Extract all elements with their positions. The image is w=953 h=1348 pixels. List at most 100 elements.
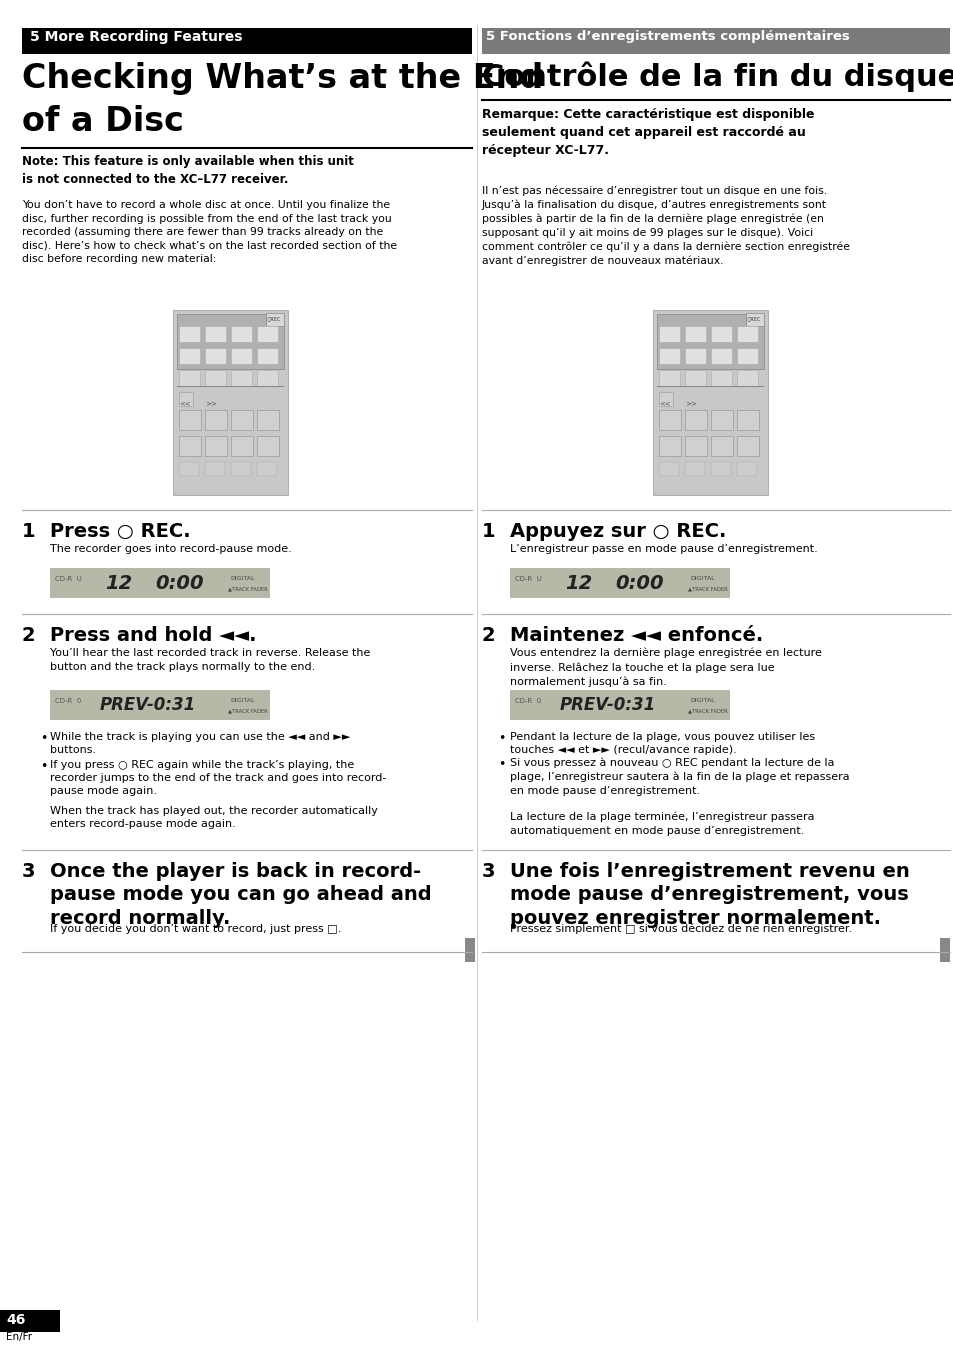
Bar bbox=[256, 348, 277, 364]
Bar bbox=[179, 392, 193, 406]
Text: ▲TRACK FADER: ▲TRACK FADER bbox=[228, 586, 268, 590]
Text: Une fois l’enregistrement revenu en
mode pause d’enregistrement, vous
pouvez enr: Une fois l’enregistrement revenu en mode… bbox=[510, 861, 909, 927]
Text: 0:00: 0:00 bbox=[615, 574, 663, 593]
Text: CD-R  U: CD-R U bbox=[515, 576, 541, 582]
Text: If you press ○ REC again while the track’s playing, the
recorder jumps to the en: If you press ○ REC again while the track… bbox=[50, 760, 386, 797]
Bar bbox=[510, 690, 729, 720]
Bar bbox=[710, 326, 731, 342]
Text: While the track is playing you can use the ◄◄ and ►►
buttons.: While the track is playing you can use t… bbox=[50, 732, 350, 755]
Bar bbox=[659, 348, 679, 364]
Text: Il n’est pas nécessaire d’enregistrer tout un disque en une fois.
Jusqu’à la fin: Il n’est pas nécessaire d’enregistrer to… bbox=[481, 185, 849, 267]
Bar bbox=[684, 410, 706, 430]
Text: Si vous pressez à nouveau ○ REC pendant la lecture de la
plage, l’enregistreur s: Si vous pressez à nouveau ○ REC pendant … bbox=[510, 758, 849, 795]
Bar bbox=[205, 410, 227, 430]
Bar bbox=[481, 28, 949, 54]
Bar bbox=[172, 310, 288, 495]
Bar bbox=[464, 938, 475, 962]
Text: L’enregistreur passe en mode pause d’enregistrement.: L’enregistreur passe en mode pause d’enr… bbox=[510, 545, 817, 554]
Text: •: • bbox=[497, 732, 505, 745]
Bar bbox=[177, 314, 284, 369]
Bar bbox=[737, 348, 758, 364]
Text: DIGITAL: DIGITAL bbox=[689, 576, 714, 581]
Text: 12: 12 bbox=[105, 574, 132, 593]
Bar bbox=[657, 314, 763, 369]
Text: PREV-0:31: PREV-0:31 bbox=[100, 696, 196, 714]
Bar bbox=[231, 348, 252, 364]
Text: 5 Fonctions d’enregistrements complémentaires: 5 Fonctions d’enregistrements complément… bbox=[485, 30, 849, 43]
Bar bbox=[231, 369, 252, 386]
Text: ○REC: ○REC bbox=[746, 317, 760, 322]
Text: Contrôle de la fin du disque: Contrôle de la fin du disque bbox=[481, 62, 953, 93]
Bar bbox=[179, 348, 200, 364]
Text: Note: This feature is only available when this unit
is not connected to the XC–L: Note: This feature is only available whe… bbox=[22, 155, 354, 186]
Text: >>: >> bbox=[205, 400, 216, 406]
Text: DIGITAL: DIGITAL bbox=[230, 698, 254, 704]
Text: <<: << bbox=[179, 400, 191, 406]
Text: When the track has played out, the recorder automatically
enters record-pause mo: When the track has played out, the recor… bbox=[50, 806, 377, 829]
Text: The recorder goes into record-pause mode.: The recorder goes into record-pause mode… bbox=[50, 545, 292, 554]
Bar bbox=[0, 1310, 60, 1332]
Bar bbox=[231, 326, 252, 342]
Bar bbox=[737, 410, 759, 430]
Text: ○REC: ○REC bbox=[267, 317, 281, 322]
Bar bbox=[659, 326, 679, 342]
Bar bbox=[266, 313, 284, 326]
Text: of a Disc: of a Disc bbox=[22, 105, 184, 137]
Bar bbox=[179, 462, 199, 476]
Text: Maintenez ◄◄ enfoncé.: Maintenez ◄◄ enfoncé. bbox=[510, 625, 762, 644]
Bar bbox=[256, 462, 276, 476]
Text: CD-R  0: CD-R 0 bbox=[515, 698, 540, 704]
Text: Press ○ REC.: Press ○ REC. bbox=[50, 522, 191, 541]
Bar bbox=[231, 410, 253, 430]
Bar bbox=[652, 310, 767, 495]
Text: Pressez simplement □ si vous décidez de ne rien enregistrer.: Pressez simplement □ si vous décidez de … bbox=[510, 923, 851, 934]
Bar bbox=[256, 326, 277, 342]
Text: CD-R  0: CD-R 0 bbox=[55, 698, 81, 704]
Bar bbox=[179, 435, 201, 456]
Text: •: • bbox=[497, 758, 505, 771]
Text: 3: 3 bbox=[481, 861, 495, 882]
Text: 2: 2 bbox=[22, 625, 35, 644]
Text: ▲TRACK FADER: ▲TRACK FADER bbox=[228, 708, 268, 713]
Text: 5 More Recording Features: 5 More Recording Features bbox=[30, 30, 242, 44]
Bar bbox=[50, 690, 270, 720]
Text: Remarque: Cette caractéristique est disponible
seulement quand cet appareil est : Remarque: Cette caractéristique est disp… bbox=[481, 108, 814, 156]
Bar bbox=[205, 462, 225, 476]
Text: >>: >> bbox=[684, 400, 696, 406]
Bar bbox=[179, 410, 201, 430]
Bar bbox=[684, 369, 705, 386]
Bar bbox=[710, 348, 731, 364]
Text: If you decide you don’t want to record, just press □.: If you decide you don’t want to record, … bbox=[50, 923, 341, 934]
Text: En/Fr: En/Fr bbox=[6, 1332, 32, 1343]
Bar bbox=[737, 326, 758, 342]
Bar bbox=[205, 326, 226, 342]
Bar bbox=[737, 462, 757, 476]
Text: 0:00: 0:00 bbox=[154, 574, 203, 593]
Text: Appuyez sur ○ REC.: Appuyez sur ○ REC. bbox=[510, 522, 725, 541]
Bar bbox=[22, 28, 472, 54]
Bar bbox=[684, 326, 705, 342]
Text: 1: 1 bbox=[22, 522, 35, 541]
Bar bbox=[684, 462, 704, 476]
Text: •: • bbox=[40, 760, 48, 772]
Bar bbox=[737, 369, 758, 386]
Text: PREV-0:31: PREV-0:31 bbox=[559, 696, 656, 714]
Text: DIGITAL: DIGITAL bbox=[230, 576, 254, 581]
Bar bbox=[939, 938, 949, 962]
Text: DIGITAL: DIGITAL bbox=[689, 698, 714, 704]
Text: La lecture de la plage terminée, l’enregistreur passera
automatiquement en mode : La lecture de la plage terminée, l’enreg… bbox=[510, 811, 814, 836]
Bar bbox=[179, 369, 200, 386]
Text: Vous entendrez la dernière plage enregistrée en lecture
inverse. Relâchez la tou: Vous entendrez la dernière plage enregis… bbox=[510, 648, 821, 687]
Bar bbox=[659, 462, 679, 476]
Bar bbox=[205, 348, 226, 364]
Bar bbox=[50, 568, 270, 599]
Bar bbox=[710, 369, 731, 386]
Text: 12: 12 bbox=[564, 574, 592, 593]
Bar bbox=[179, 326, 200, 342]
Text: 2: 2 bbox=[481, 625, 496, 644]
Text: ▲TRACK FADER: ▲TRACK FADER bbox=[687, 708, 727, 713]
Bar bbox=[659, 392, 672, 406]
Text: Checking What’s at the End: Checking What’s at the End bbox=[22, 62, 542, 94]
Text: Pendant la lecture de la plage, vous pouvez utiliser les
touches ◄◄ et ►► (recul: Pendant la lecture de la plage, vous pou… bbox=[510, 732, 814, 755]
Bar bbox=[256, 369, 277, 386]
